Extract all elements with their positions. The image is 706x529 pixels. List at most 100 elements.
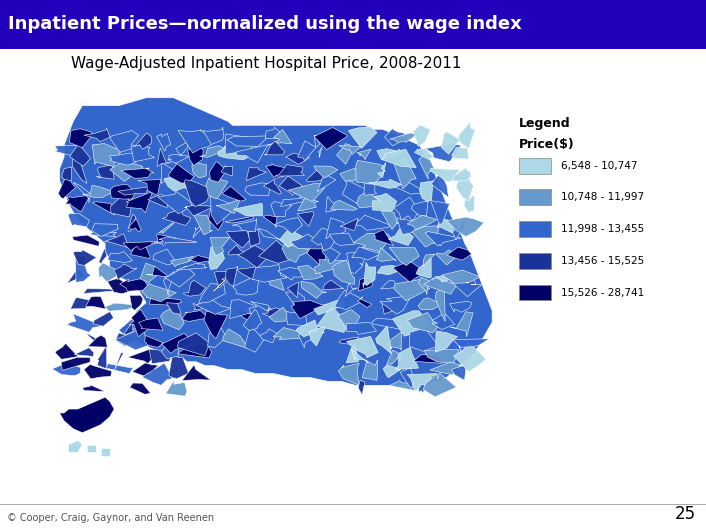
Polygon shape <box>110 185 136 199</box>
Polygon shape <box>161 163 172 184</box>
Polygon shape <box>153 249 176 265</box>
Polygon shape <box>377 266 406 275</box>
Polygon shape <box>92 143 121 167</box>
Polygon shape <box>71 297 95 309</box>
Polygon shape <box>352 247 383 260</box>
Polygon shape <box>407 215 437 230</box>
Polygon shape <box>192 162 206 178</box>
Polygon shape <box>409 328 441 351</box>
Polygon shape <box>394 158 416 189</box>
Polygon shape <box>83 364 112 379</box>
Polygon shape <box>145 335 163 347</box>
Polygon shape <box>118 187 149 195</box>
Polygon shape <box>317 306 348 333</box>
Polygon shape <box>222 186 246 201</box>
Text: Wage-Adjusted Inpatient Hospital Price, 2008-2011: Wage-Adjusted Inpatient Hospital Price, … <box>71 56 461 70</box>
Polygon shape <box>453 339 489 352</box>
Polygon shape <box>169 355 189 379</box>
Polygon shape <box>177 333 210 356</box>
Polygon shape <box>193 215 213 235</box>
Polygon shape <box>157 191 192 214</box>
Polygon shape <box>418 298 445 309</box>
Polygon shape <box>400 368 414 388</box>
Polygon shape <box>216 199 240 214</box>
Polygon shape <box>128 349 153 364</box>
Polygon shape <box>258 229 285 242</box>
Polygon shape <box>357 149 371 159</box>
Polygon shape <box>209 209 224 230</box>
Polygon shape <box>339 337 365 347</box>
Polygon shape <box>84 128 110 142</box>
Polygon shape <box>423 254 435 266</box>
Polygon shape <box>104 234 129 248</box>
Polygon shape <box>52 362 80 376</box>
Polygon shape <box>431 168 460 183</box>
Polygon shape <box>92 224 119 236</box>
Polygon shape <box>464 195 474 213</box>
Polygon shape <box>263 307 292 322</box>
Polygon shape <box>160 306 184 330</box>
Polygon shape <box>206 178 228 198</box>
Polygon shape <box>198 284 225 303</box>
Polygon shape <box>148 194 168 207</box>
Polygon shape <box>390 332 402 350</box>
Polygon shape <box>383 364 401 378</box>
Polygon shape <box>285 153 309 165</box>
Polygon shape <box>83 289 116 294</box>
Polygon shape <box>97 345 107 369</box>
Polygon shape <box>169 162 194 183</box>
Polygon shape <box>425 144 461 162</box>
Polygon shape <box>109 153 136 165</box>
Polygon shape <box>66 195 90 212</box>
Polygon shape <box>184 180 213 207</box>
Polygon shape <box>76 256 91 282</box>
Polygon shape <box>54 145 81 157</box>
Polygon shape <box>158 223 174 233</box>
Polygon shape <box>88 334 95 341</box>
Text: Legend: Legend <box>519 116 570 130</box>
Polygon shape <box>346 323 376 334</box>
Polygon shape <box>210 162 227 183</box>
Polygon shape <box>70 144 90 166</box>
Polygon shape <box>215 271 236 288</box>
Polygon shape <box>228 245 246 255</box>
Polygon shape <box>436 331 457 352</box>
Polygon shape <box>263 179 282 194</box>
Polygon shape <box>287 282 299 298</box>
Polygon shape <box>234 203 263 216</box>
Polygon shape <box>453 222 467 240</box>
Polygon shape <box>114 352 126 370</box>
Polygon shape <box>372 318 402 330</box>
Polygon shape <box>260 329 277 343</box>
Polygon shape <box>99 263 121 282</box>
Polygon shape <box>423 373 456 397</box>
Polygon shape <box>263 215 277 227</box>
Polygon shape <box>157 133 171 151</box>
Polygon shape <box>358 380 365 396</box>
Polygon shape <box>416 254 431 278</box>
Polygon shape <box>226 266 238 286</box>
Polygon shape <box>314 260 347 273</box>
Polygon shape <box>104 303 137 311</box>
Text: 11,998 - 13,455: 11,998 - 13,455 <box>561 224 645 234</box>
Bar <box>519 253 551 269</box>
Polygon shape <box>306 166 327 181</box>
Polygon shape <box>419 379 426 393</box>
Polygon shape <box>376 248 396 261</box>
Polygon shape <box>437 215 455 233</box>
Polygon shape <box>381 211 397 230</box>
Polygon shape <box>110 194 132 217</box>
Polygon shape <box>273 327 308 340</box>
Polygon shape <box>290 234 327 249</box>
Polygon shape <box>282 244 312 262</box>
Polygon shape <box>279 176 302 195</box>
Polygon shape <box>142 284 176 302</box>
Polygon shape <box>458 122 475 149</box>
Polygon shape <box>249 230 260 247</box>
Polygon shape <box>110 131 138 152</box>
Polygon shape <box>431 200 450 224</box>
Text: Inpatient Prices—normalized using the wage index: Inpatient Prices—normalized using the wa… <box>8 15 522 33</box>
Polygon shape <box>121 168 154 178</box>
Polygon shape <box>413 354 442 363</box>
Polygon shape <box>380 295 413 314</box>
